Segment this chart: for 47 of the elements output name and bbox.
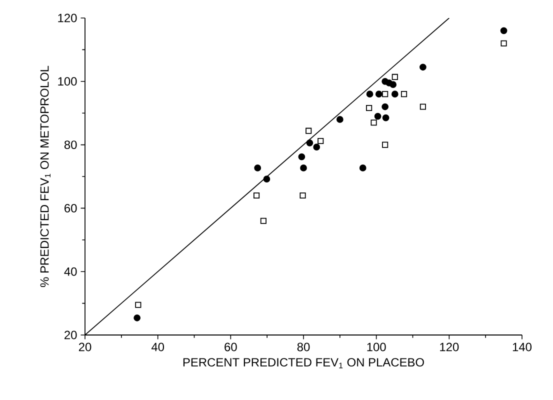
x-tick-label: 140	[512, 342, 532, 352]
x-axis-title: PERCENT PREDICTED FEV$_{1}$ ON PLACEBO	[183, 358, 424, 368]
y-axis-title: % PREDICTED FEV$_{1}$ ON METOPROLOL	[40, 66, 50, 288]
point	[382, 103, 389, 110]
point	[300, 164, 307, 172]
point	[391, 90, 398, 98]
point	[260, 218, 266, 224]
point	[375, 90, 382, 98]
point	[313, 144, 320, 150]
x-tick-label: 40	[151, 342, 164, 352]
point	[306, 139, 314, 146]
point	[382, 114, 390, 122]
point	[253, 192, 260, 199]
point	[134, 314, 141, 322]
point	[300, 192, 306, 199]
x-tick-label: 60	[224, 342, 237, 352]
y-tick-label: 60	[64, 204, 77, 212]
x-tick-label: 100	[367, 342, 386, 352]
point	[392, 74, 398, 80]
x-tick-label: 80	[297, 342, 310, 352]
point	[400, 91, 408, 98]
x-tick-label: 20	[78, 342, 92, 352]
point	[382, 142, 388, 148]
point	[318, 138, 324, 144]
point	[336, 116, 344, 123]
point	[420, 104, 426, 110]
y-tick-label: 120	[58, 14, 77, 22]
point	[420, 64, 426, 71]
point	[366, 104, 372, 112]
point	[254, 164, 262, 172]
point	[390, 81, 397, 88]
point	[298, 153, 306, 160]
point	[500, 40, 507, 46]
y-tick-label: 80	[64, 140, 77, 150]
y-tick-label: 20	[64, 330, 77, 340]
y-tick-label: 40	[64, 267, 77, 276]
point	[366, 90, 374, 98]
point	[500, 27, 508, 34]
x-tick-label: 120	[440, 342, 459, 352]
point	[382, 91, 388, 98]
y-tick-label: 100	[58, 77, 77, 86]
point	[374, 112, 382, 120]
point	[135, 302, 142, 308]
point	[359, 164, 366, 172]
point	[370, 120, 377, 126]
point	[263, 176, 270, 182]
point	[306, 128, 312, 134]
